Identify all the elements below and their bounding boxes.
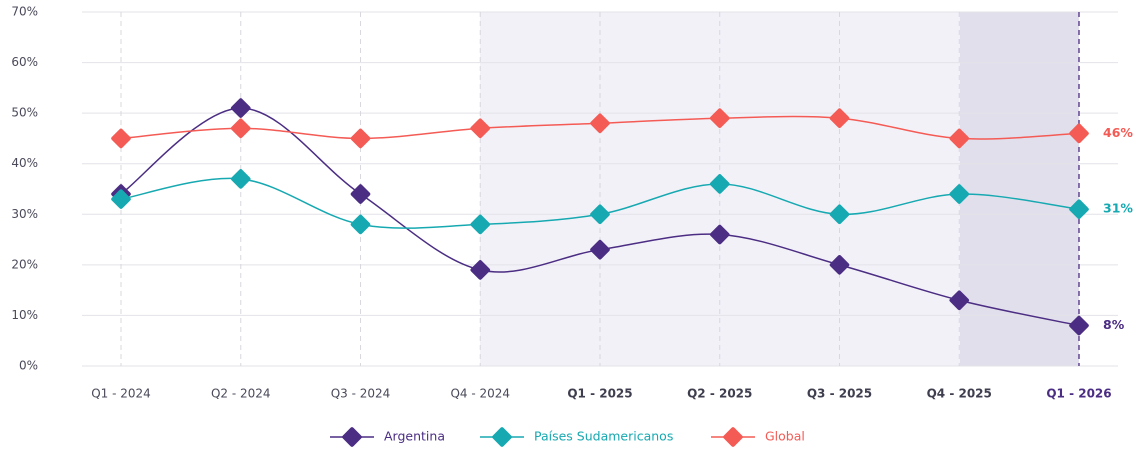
point: [230, 98, 251, 118]
x-tick-label: Q4 - 2025: [927, 387, 992, 401]
value-label: 8%: [1103, 317, 1125, 332]
y-tick-label: 10%: [11, 308, 38, 322]
x-tick-label: Q2 - 2025: [687, 387, 752, 401]
x-tick-label: Q1 - 2026: [1046, 387, 1111, 401]
y-tick-label: 20%: [11, 257, 38, 271]
grid: [82, 11, 1118, 367]
y-tick-label: 40%: [11, 156, 38, 170]
point: [590, 113, 610, 134]
point: [350, 128, 371, 149]
point: [1069, 123, 1089, 144]
point: [709, 108, 730, 128]
legend: Argentina Países Sudamericanos Global: [330, 427, 805, 447]
point: [709, 174, 730, 194]
legend-marker: [492, 427, 512, 447]
point: [949, 128, 970, 149]
point: [590, 239, 610, 260]
y-tick-label: 60%: [11, 55, 38, 69]
point: [829, 204, 850, 225]
x-tick-label: Q4 - 2024: [450, 387, 510, 401]
point: [111, 128, 131, 149]
point: [470, 260, 491, 280]
value-label: 46%: [1103, 125, 1133, 140]
point: [1069, 199, 1089, 220]
x-tick-label: Q2 - 2024: [211, 387, 271, 401]
x-tick-label: Q3 - 2025: [807, 387, 872, 401]
point: [230, 118, 251, 139]
legend-label: Argentina: [384, 429, 445, 444]
point: [470, 214, 491, 235]
x-tick-label: Q3 - 2024: [331, 387, 391, 401]
y-tick-label: 0%: [19, 359, 38, 373]
point: [949, 184, 970, 204]
point: [470, 118, 491, 139]
point: [829, 255, 850, 275]
point: [350, 214, 371, 235]
point: [230, 169, 251, 189]
lines: [111, 98, 1089, 336]
point: [1069, 315, 1089, 336]
point: [111, 189, 131, 209]
point: [949, 290, 970, 311]
legend-label: Países Sudamericanos: [534, 429, 673, 444]
legend-label: Global: [765, 429, 805, 444]
value-label: 31%: [1103, 201, 1133, 216]
point: [590, 204, 610, 225]
legend-marker: [342, 427, 362, 447]
y-tick-label: 70%: [11, 5, 38, 19]
x-tick-label: Q1 - 2024: [91, 387, 151, 401]
current-band: [960, 12, 1079, 366]
point: [350, 184, 371, 204]
legend-marker: [723, 427, 743, 447]
y-tick-label: 30%: [11, 207, 38, 221]
labels: 0% 10% 20% 30% 40% 50% 60% 70% Q1 - 2024 Q2 - 202…: [11, 5, 1133, 401]
point: [829, 108, 850, 128]
y-tick-label: 50%: [11, 106, 38, 120]
point: [709, 224, 730, 245]
x-tick-label: Q1 - 2025: [567, 387, 632, 401]
